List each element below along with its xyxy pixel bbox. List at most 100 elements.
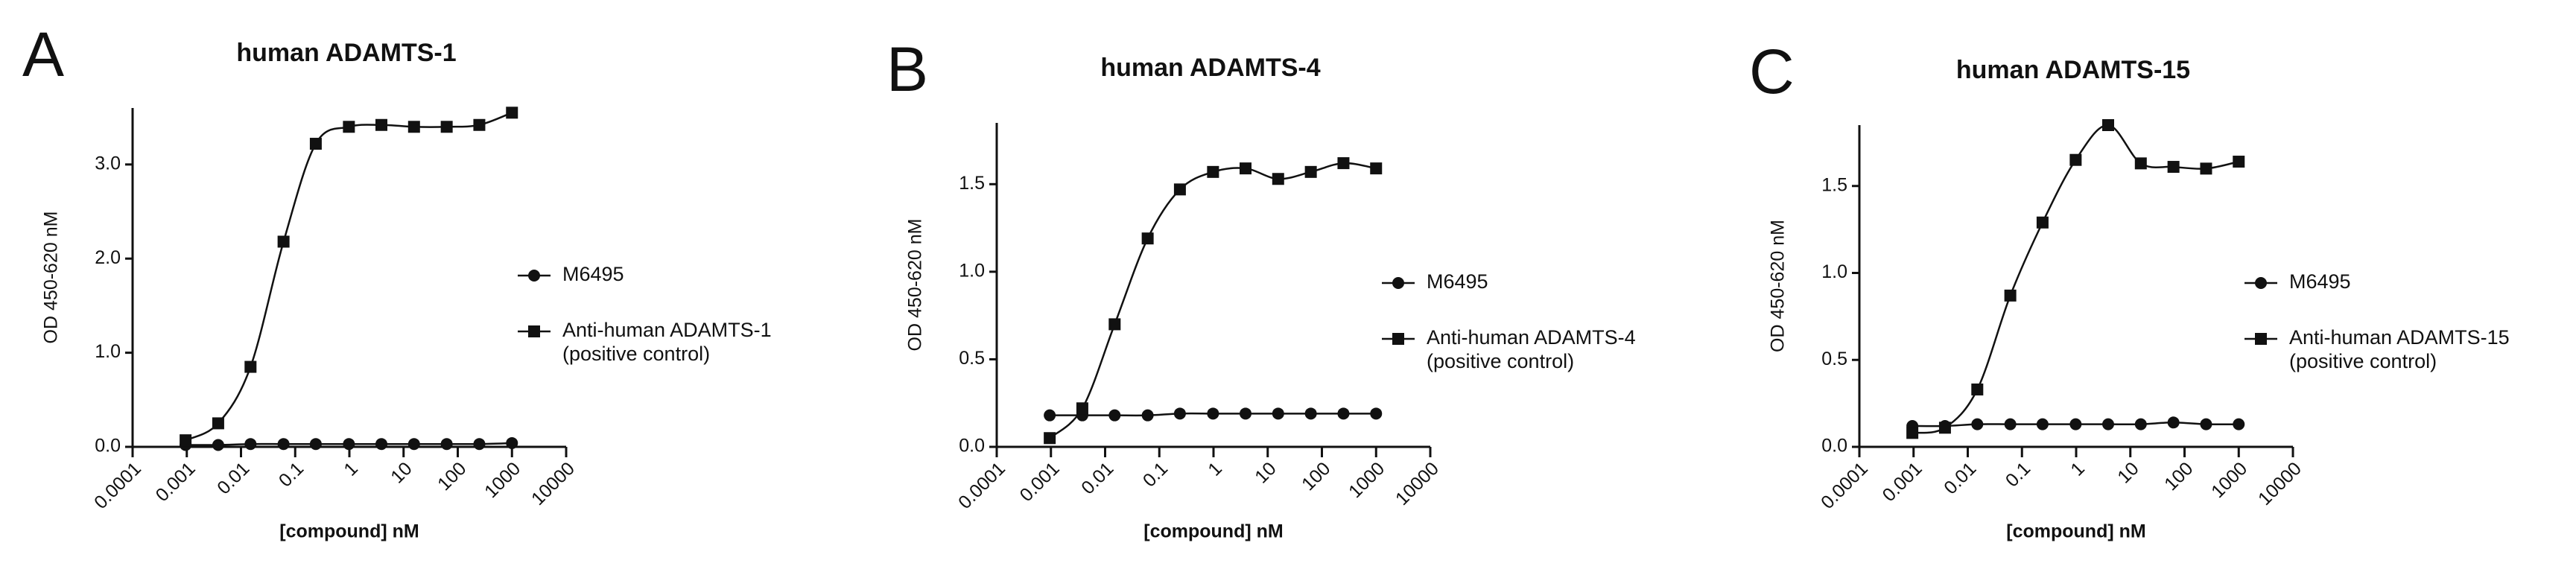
x-tick-label: 10000 (2254, 458, 2306, 509)
circle-marker (2233, 418, 2245, 430)
square-marker (1044, 432, 1056, 445)
circle-marker (473, 438, 486, 451)
chart-title: human ADAMTS-15 (1956, 56, 2190, 84)
square-marker (2069, 153, 2082, 166)
square-marker (1240, 162, 1251, 175)
y-tick-label: 0.5 (959, 348, 985, 369)
square-marker (180, 434, 192, 447)
square-marker (1141, 232, 1154, 245)
square-marker (277, 235, 290, 248)
circle-marker (309, 438, 322, 451)
x-tick-label: 0.01 (213, 458, 253, 498)
y-tick-label: 0.0 (1821, 436, 1847, 457)
circle-marker (2004, 418, 2017, 430)
circle-marker (407, 438, 420, 451)
x-tick-label: 0.0001 (1817, 458, 1872, 513)
x-tick-label: 1000 (1345, 458, 1389, 502)
legend-marker (1392, 333, 1404, 345)
square-marker (440, 121, 453, 133)
circle-marker (1304, 407, 1317, 420)
x-tick-label: 1 (1204, 458, 1226, 480)
legend-marker (2255, 333, 2267, 345)
circle-marker (212, 439, 224, 451)
circle-marker (1971, 418, 1984, 430)
legend-label: M6495 (562, 263, 624, 285)
square-marker (506, 107, 518, 119)
x-tick-label: 100 (434, 458, 470, 495)
circle-marker (2167, 416, 2180, 429)
circle-marker (1044, 409, 1056, 422)
square-marker (2200, 162, 2212, 175)
square-marker (212, 417, 224, 430)
legend-marker (528, 270, 540, 282)
circle-marker (2102, 418, 2114, 430)
panel-label: B (886, 34, 928, 104)
y-tick-label: 0.5 (1821, 349, 1847, 369)
circle-marker (1337, 407, 1350, 420)
y-tick-label: 1.0 (959, 260, 985, 281)
circle-marker (1141, 409, 1154, 422)
x-tick-label: 10 (387, 458, 416, 487)
circle-marker (1207, 407, 1219, 420)
x-tick-label: 1 (2066, 458, 2089, 480)
square-marker (1971, 383, 1984, 395)
square-marker (1076, 402, 1088, 415)
legend-label: M6495 (2289, 270, 2351, 293)
circle-marker (2036, 418, 2049, 430)
x-tick-label: 100 (2160, 458, 2197, 495)
x-tick-label: 0.01 (1940, 458, 1980, 498)
x-tick-label: 0.0001 (90, 458, 145, 513)
legend-marker (2255, 277, 2267, 289)
y-tick-label: 0.0 (959, 436, 985, 457)
x-tick-label: 1000 (480, 458, 524, 502)
chart-title: human ADAMTS-4 (1100, 54, 1320, 82)
legend-label: M6495 (1427, 270, 1488, 293)
chart-title: human ADAMTS-1 (236, 39, 456, 67)
square-marker (1906, 427, 1919, 439)
y-tick-label: 1.5 (1821, 174, 1847, 195)
legend-label: Anti-human ADAMTS-15 (2289, 326, 2510, 349)
square-marker (343, 121, 355, 133)
square-marker (1207, 165, 1219, 178)
square-marker (1337, 157, 1350, 170)
x-axis-label: [compound] nM (279, 521, 419, 542)
square-marker (407, 121, 420, 133)
x-tick-label: 1000 (2207, 458, 2251, 502)
circle-marker (440, 438, 453, 451)
square-marker (1370, 162, 1383, 175)
circle-marker (343, 438, 355, 451)
y-tick-label: 1.0 (1821, 261, 1847, 282)
y-tick-label: 2.0 (95, 247, 121, 268)
legend-note: (positive control) (2289, 350, 2437, 372)
panel-label: C (1749, 36, 1795, 107)
panel-label: A (22, 19, 64, 89)
x-tick-label: 1 (340, 458, 362, 480)
square-marker (473, 118, 486, 131)
y-axis-label: OD 450-620 nM (905, 219, 926, 352)
x-tick-label: 0.0001 (954, 458, 1009, 513)
x-tick-label: 0.001 (1016, 458, 1064, 506)
fit-line (1049, 162, 1377, 439)
fit-line (185, 112, 513, 442)
x-tick-label: 100 (1298, 458, 1334, 495)
square-marker (2167, 161, 2180, 174)
x-tick-label: 10000 (1392, 458, 1443, 509)
x-tick-label: 10000 (527, 458, 579, 509)
square-marker (2102, 119, 2114, 131)
x-tick-label: 0.01 (1077, 458, 1117, 498)
square-marker (1173, 183, 1186, 196)
y-axis-label: OD 450-620 nM (1768, 220, 1789, 352)
y-tick-label: 1.0 (95, 341, 121, 362)
legend-note: (positive control) (562, 343, 710, 365)
circle-marker (1272, 407, 1284, 420)
square-marker (2233, 156, 2245, 168)
square-marker (1304, 165, 1317, 178)
y-tick-label: 0.0 (95, 436, 121, 457)
x-tick-label: 0.001 (1879, 458, 1926, 506)
circle-marker (1240, 407, 1251, 420)
square-marker (2004, 289, 2017, 302)
y-tick-label: 1.5 (959, 173, 985, 194)
legend-marker (528, 325, 540, 337)
